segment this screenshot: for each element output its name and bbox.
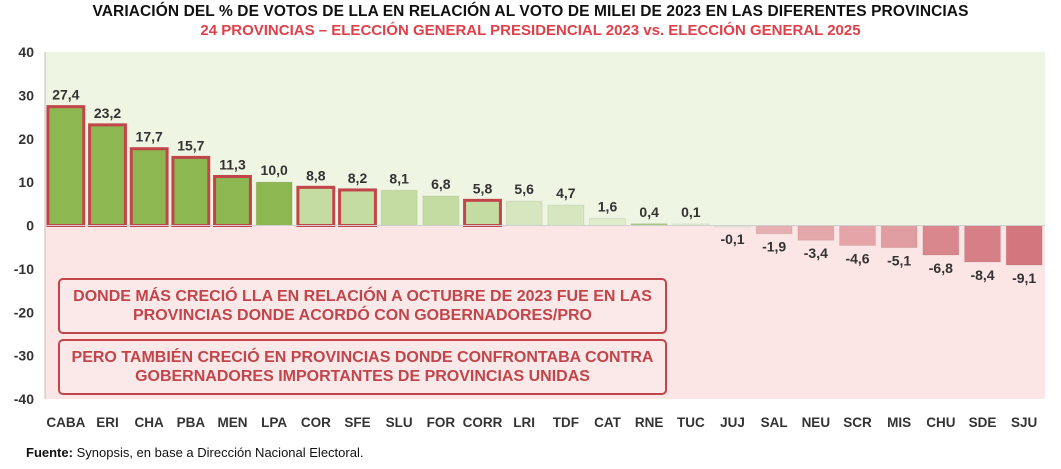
y-tick-label: -20 — [14, 304, 34, 320]
data-label: -4,6 — [845, 250, 869, 266]
bar-scr — [839, 225, 876, 246]
x-tick-label: JUJ — [720, 415, 745, 430]
bar-chu — [922, 225, 960, 256]
data-label: -8,4 — [970, 267, 994, 283]
data-label: 0,4 — [639, 204, 659, 220]
note-box-agreement: DONDE MÁS CRECIÓ LLA EN RELACIÓN A OCTUB… — [58, 278, 667, 334]
data-label: 11,3 — [219, 156, 246, 172]
x-tick-label: SLU — [386, 415, 413, 430]
x-tick-label: CAT — [594, 415, 621, 430]
y-tick-label: 40 — [18, 44, 34, 60]
source-note: Fuente: Synopsis, en base a Dirección Na… — [26, 445, 363, 460]
bar-lri — [505, 200, 543, 227]
bar-tdf — [547, 204, 585, 227]
note-box-confrontation: PERO TAMBIÉN CRECIÓ EN PROVINCIAS DONDE … — [58, 339, 667, 395]
bar-slu — [380, 189, 418, 227]
data-label: 1,6 — [598, 199, 618, 215]
bar-pba — [171, 155, 211, 227]
y-tick-label: 30 — [18, 87, 34, 103]
bar-cha — [129, 147, 169, 228]
y-tick-label: 10 — [18, 174, 34, 190]
x-tick-label: SDE — [969, 415, 997, 430]
data-label: -5,1 — [887, 253, 911, 269]
x-tick-label: SFE — [344, 415, 370, 430]
bar-sde — [964, 225, 1001, 263]
x-tick-label: LPA — [261, 415, 287, 430]
data-label: 5,8 — [473, 180, 493, 196]
x-tick-label: ERI — [96, 415, 119, 430]
data-label: -3,4 — [804, 245, 828, 261]
data-label: 4,7 — [556, 185, 576, 201]
bar-sfe — [338, 188, 377, 227]
x-tick-label: CORR — [463, 415, 503, 430]
data-label: -9,1 — [1012, 270, 1036, 286]
data-label: 15,7 — [177, 137, 204, 153]
bar-sal — [755, 225, 793, 235]
bar-corr — [463, 198, 502, 227]
x-tick-label: TDF — [553, 415, 579, 430]
x-tick-label: SAL — [761, 415, 788, 430]
x-tick-label: MEN — [218, 415, 248, 430]
y-tick-label: 0 — [26, 218, 34, 234]
bar-for — [422, 195, 460, 227]
data-label: 8,1 — [389, 170, 409, 186]
x-tick-label: LRI — [513, 415, 535, 430]
y-tick-label: -40 — [14, 391, 34, 407]
data-label: -0,1 — [720, 231, 744, 247]
x-tick-label: MIS — [887, 415, 911, 430]
bar-caba — [46, 105, 86, 227]
data-label: 6,8 — [431, 176, 451, 192]
y-tick-label: 20 — [18, 131, 34, 147]
data-label: 27,4 — [52, 87, 79, 103]
x-tick-label: CHU — [926, 415, 955, 430]
data-label: 17,7 — [136, 129, 163, 145]
y-tick-label: -10 — [14, 261, 34, 277]
y-tick-label: -30 — [14, 348, 34, 364]
chart-title: VARIACIÓN DEL % DE VOTOS DE LLA EN RELAC… — [92, 3, 969, 20]
bar-neu — [797, 225, 835, 241]
data-label: -1,9 — [762, 239, 786, 255]
x-tick-label: SCR — [843, 415, 872, 430]
bar-mis — [880, 225, 918, 249]
data-label: 5,6 — [514, 181, 534, 197]
x-tick-label: RNE — [635, 415, 664, 430]
bar-cor — [296, 185, 336, 227]
x-tick-label: CABA — [46, 415, 85, 430]
x-tick-label: FOR — [427, 415, 456, 430]
data-label: -6,8 — [929, 260, 953, 276]
source-text: Synopsis, en base a Dirección Nacional E… — [76, 445, 364, 460]
data-label: 10,0 — [261, 162, 288, 178]
bar-sju — [1005, 225, 1043, 266]
bar-lpa — [255, 181, 293, 226]
bar-cat — [589, 218, 626, 226]
x-tick-label: SJU — [1011, 415, 1037, 430]
bar-eri — [88, 123, 127, 227]
bar-men — [213, 174, 252, 227]
positive-region-background — [45, 52, 1045, 226]
source-label: Fuente: — [26, 445, 73, 460]
x-tick-label: COR — [301, 415, 331, 430]
x-tick-label: CHA — [135, 415, 164, 430]
data-label: 8,8 — [306, 167, 326, 183]
x-tick-label: PBA — [177, 415, 206, 430]
data-label: 8,2 — [348, 170, 368, 186]
x-tick-label: TUC — [677, 415, 705, 430]
chart-subtitle: 24 PROVINCIAS – ELECCIÓN GENERAL PRESIDE… — [200, 22, 861, 39]
data-label: 23,2 — [94, 105, 121, 121]
x-tick-label: NEU — [802, 415, 831, 430]
data-label: 0,1 — [681, 204, 701, 220]
